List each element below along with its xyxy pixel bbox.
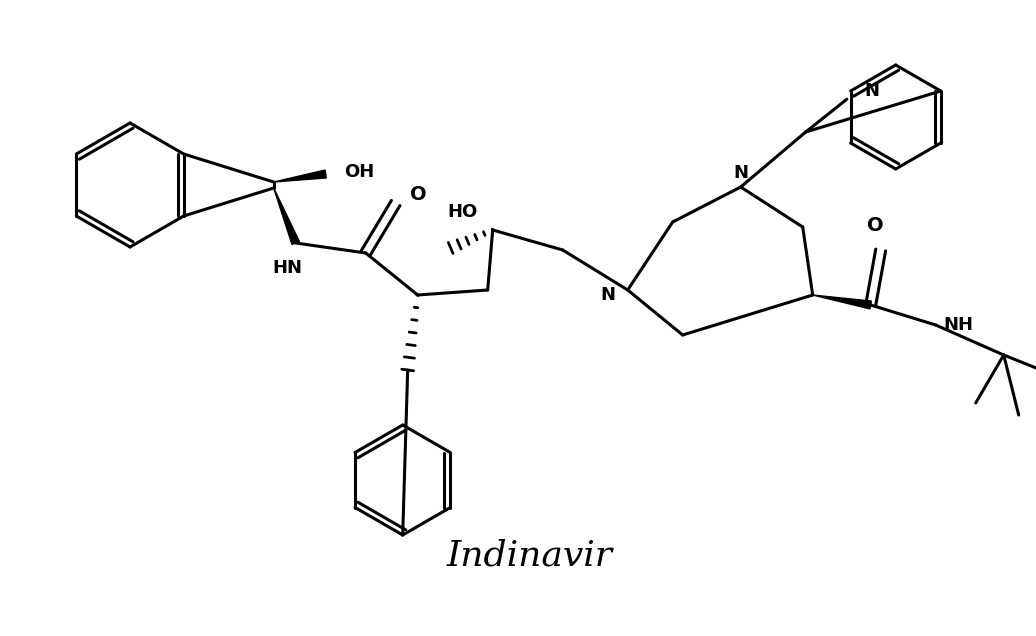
Text: NH: NH bbox=[944, 316, 974, 334]
Text: O: O bbox=[867, 216, 884, 235]
Text: O: O bbox=[409, 186, 427, 205]
Polygon shape bbox=[274, 188, 299, 244]
Text: HO: HO bbox=[448, 203, 478, 221]
Text: N: N bbox=[601, 286, 615, 304]
Text: HN: HN bbox=[272, 259, 303, 277]
Text: N: N bbox=[865, 82, 880, 100]
Text: Indinavir: Indinavir bbox=[447, 538, 613, 572]
Polygon shape bbox=[812, 295, 871, 309]
Text: N: N bbox=[733, 164, 748, 182]
Polygon shape bbox=[274, 170, 326, 182]
Text: OH: OH bbox=[344, 163, 374, 181]
